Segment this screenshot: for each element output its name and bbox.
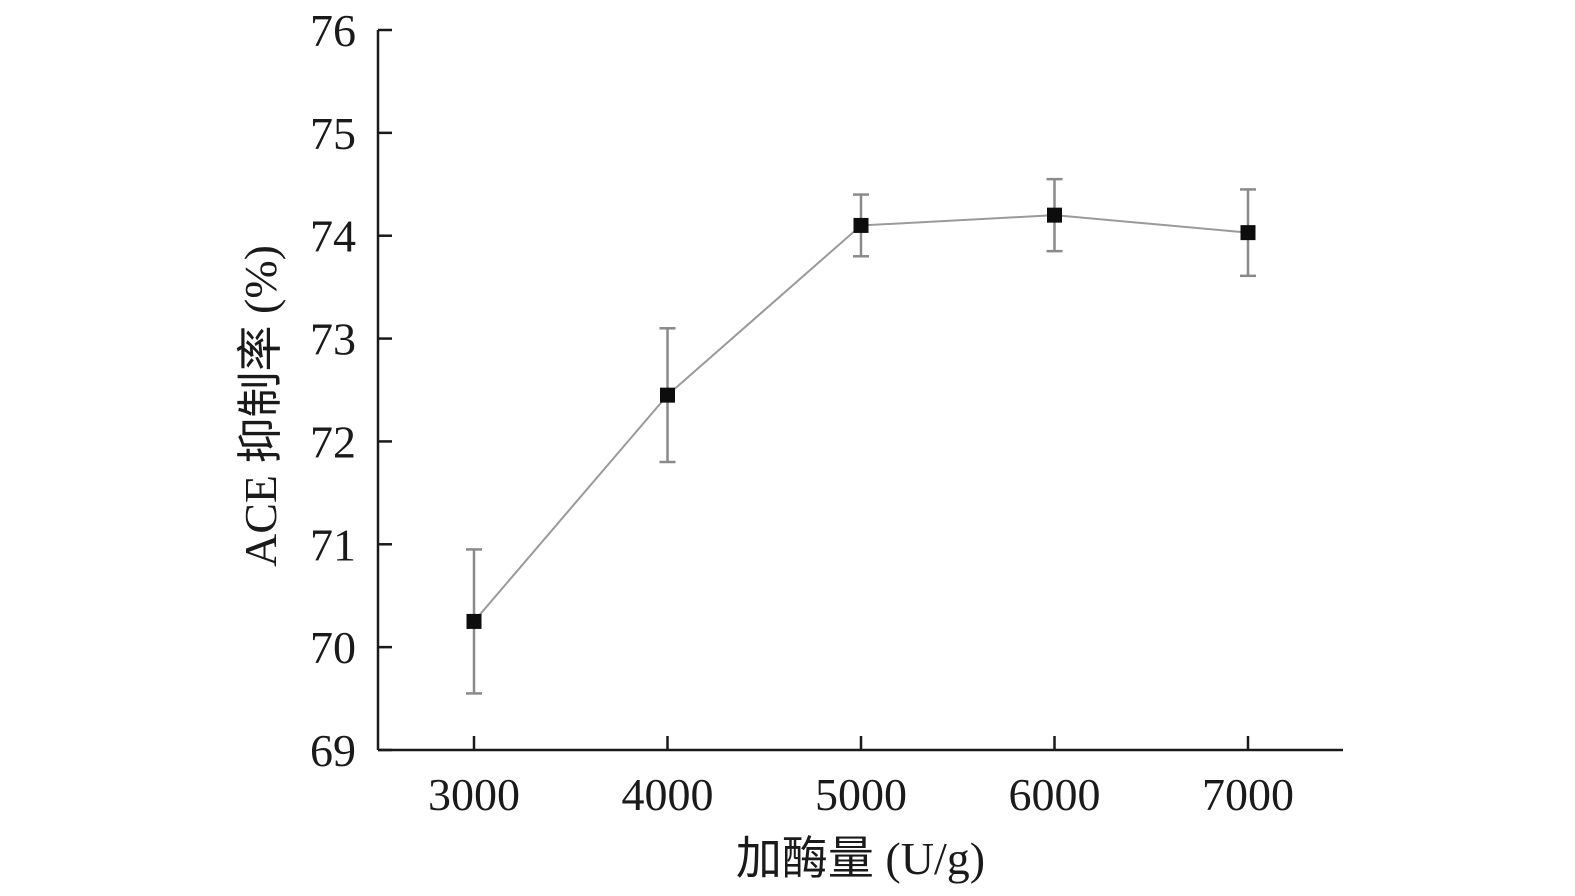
- data-point: [466, 613, 482, 629]
- x-tick-label: 3000: [428, 769, 520, 820]
- y-tick-label: 74: [310, 211, 356, 262]
- y-axis-title: ACE 抑制率 (%): [235, 245, 286, 567]
- y-axis-ticks: 69 70 71 72 73 74 75 76: [310, 5, 392, 776]
- y-tick-label: 73: [310, 314, 356, 365]
- y-tick-label: 71: [310, 519, 356, 570]
- y-tick-label: 76: [310, 5, 356, 56]
- x-tick-label: 4000: [622, 769, 714, 820]
- data-point: [853, 217, 869, 233]
- series-line: [473, 214, 1249, 623]
- x-tick-label: 5000: [815, 769, 907, 820]
- data-point: [1047, 207, 1062, 223]
- y-tick-label: 69: [310, 725, 356, 776]
- x-axis-ticks: 3000 4000 5000 6000 7000: [428, 736, 1294, 820]
- y-tick-label: 75: [310, 108, 356, 159]
- y-tick-label: 70: [310, 622, 356, 673]
- data-point: [660, 387, 675, 403]
- x-tick-label: 7000: [1202, 769, 1294, 820]
- axes: [376, 30, 1343, 752]
- x-tick-label: 6000: [1009, 769, 1101, 820]
- x-axis-title: 加酶量 (U/g): [736, 833, 985, 884]
- y-tick-label: 72: [310, 416, 356, 467]
- data-point: [1240, 225, 1256, 241]
- series-layer: [466, 177, 1256, 695]
